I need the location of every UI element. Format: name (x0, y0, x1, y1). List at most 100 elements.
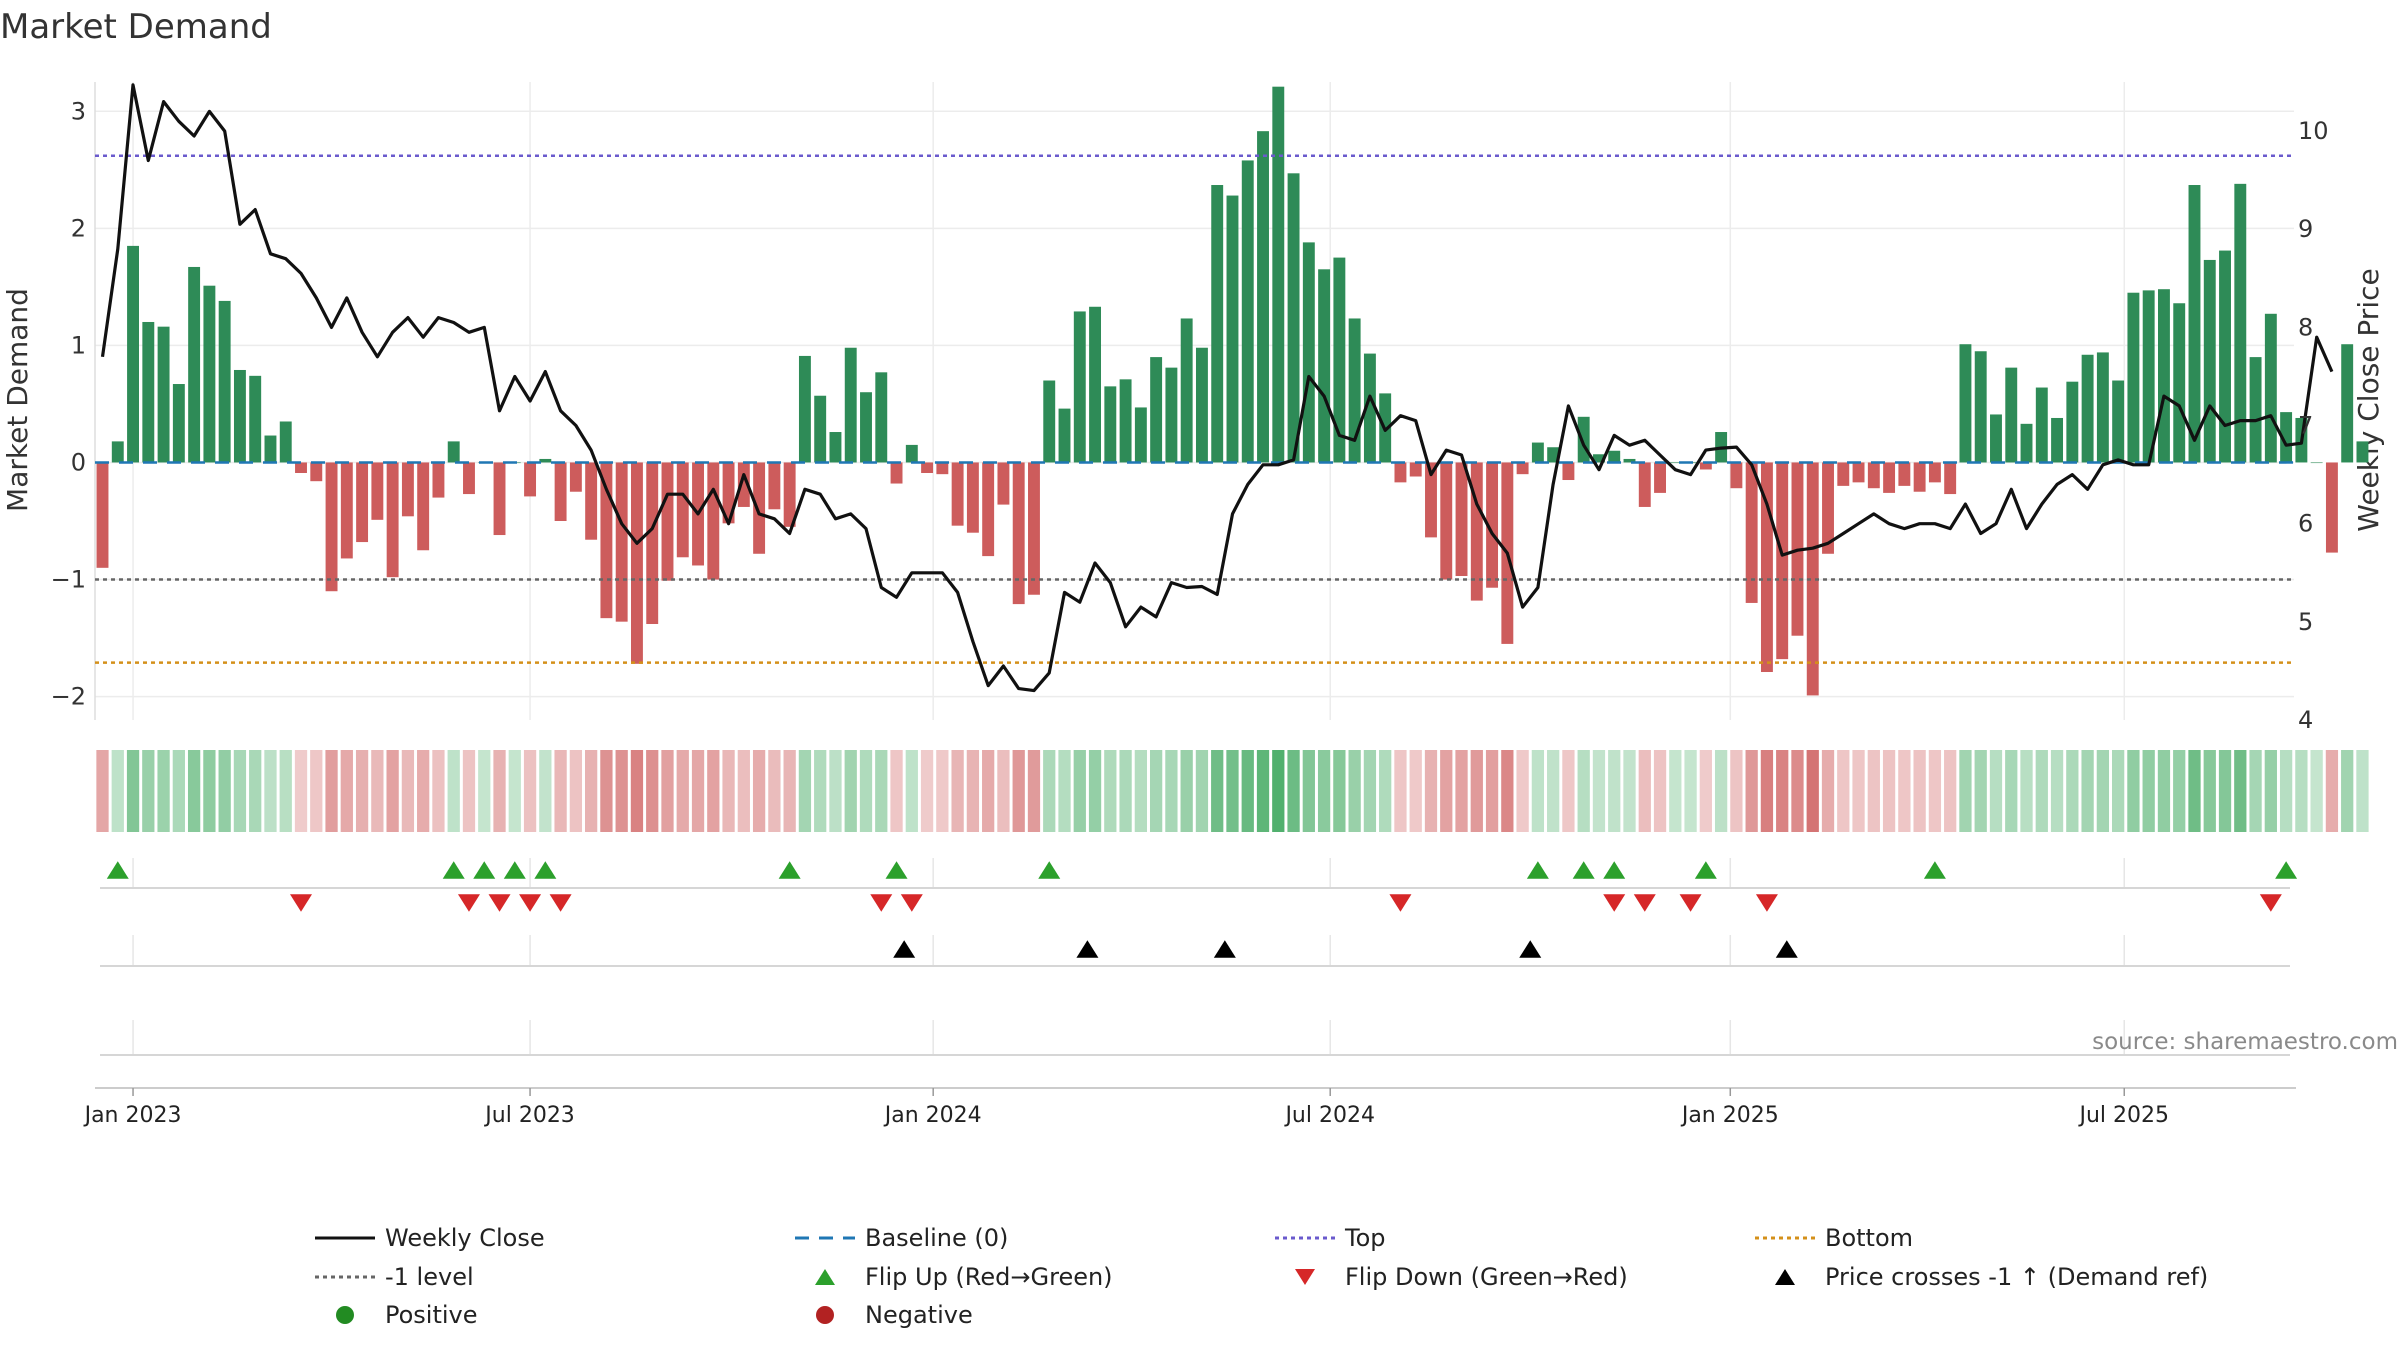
heat-cell (1027, 750, 1041, 832)
y-tick-left: 0 (71, 448, 86, 476)
demand-bar (2310, 462, 2323, 464)
heat-cell (203, 750, 216, 832)
flip-up-marker (2275, 861, 2298, 879)
demand-bar (1104, 386, 1117, 463)
heat-cell (1608, 750, 1621, 832)
heat-cell (1974, 750, 1987, 832)
demand-bar (966, 462, 979, 533)
heat-cell (1592, 750, 1606, 832)
heat-cell (844, 750, 857, 832)
heat-cell (157, 750, 170, 832)
heat-cell (493, 750, 506, 832)
flip-down-marker (488, 894, 511, 912)
heat-cell (1547, 750, 1560, 832)
demand-bar (2020, 423, 2033, 463)
demand-bar (386, 462, 399, 578)
demand-bar (2173, 303, 2186, 463)
demand-bar (463, 462, 475, 495)
demand-bar (295, 462, 307, 473)
demand-bar (1776, 462, 1789, 660)
flip-up-marker (473, 861, 496, 879)
demand-bar (2249, 357, 2262, 463)
demand-bar (1867, 462, 1880, 489)
heat-cell (600, 750, 613, 832)
demand-bar (447, 441, 460, 463)
demand-bar (1638, 462, 1651, 507)
weekly-close-line (100, 83, 2334, 693)
demand-bar (1257, 131, 1269, 463)
demand-bar (417, 462, 430, 551)
demand-bar (1669, 462, 1682, 464)
demand-bar (1806, 462, 1819, 696)
heat-cell (172, 750, 185, 832)
demand-bar (1577, 416, 1590, 463)
demand-bar (585, 462, 598, 540)
heat-cell (2203, 750, 2216, 832)
heat-cell (1959, 750, 1972, 832)
demand-bar (1745, 462, 1758, 603)
heat-cell (920, 750, 934, 832)
heat-cell (264, 750, 277, 832)
demand-bar (1623, 458, 1636, 463)
demand-bar (493, 462, 506, 536)
demand-bar (127, 245, 139, 463)
demand-bar (96, 462, 109, 568)
heat-cell (386, 750, 399, 832)
heat-cell (2325, 750, 2339, 832)
heat-cell (1317, 750, 1331, 832)
heat-cell (1272, 750, 1285, 832)
heat-cell (2066, 750, 2079, 832)
demand-bar (111, 441, 124, 463)
heat-cell (340, 750, 353, 832)
heat-cell (2050, 750, 2064, 832)
heat-cell (1867, 750, 1880, 832)
heat-cell (325, 750, 338, 832)
demand-bar (615, 462, 628, 622)
heat-cell (1485, 750, 1499, 832)
y-tick-right: 8 (2298, 313, 2313, 341)
demand-bar (1012, 462, 1025, 605)
demand-bar (524, 462, 537, 497)
heat-cell (554, 750, 567, 832)
flip-down-marker (1755, 894, 1778, 912)
legend-label: Baseline (0) (865, 1224, 1008, 1252)
demand-bar (1822, 462, 1834, 554)
heat-cell (447, 750, 460, 832)
heat-cell (1073, 750, 1086, 832)
y-tick-left: 1 (71, 331, 86, 359)
demand-bar (1470, 462, 1483, 601)
demand-bar (1165, 367, 1178, 463)
demand-bar (401, 462, 414, 517)
legend-swatch-price-cross (1775, 1269, 1795, 1285)
demand-bar (1272, 86, 1285, 463)
heat-cell (1898, 750, 1911, 832)
demand-bar (1363, 353, 1376, 463)
flip-down-marker (1389, 894, 1412, 912)
heat-cell (859, 750, 873, 832)
demand-bar (661, 462, 674, 581)
flip-down-marker (290, 894, 313, 912)
heat-cell (1226, 750, 1239, 832)
y-tick-right: 4 (2298, 706, 2313, 734)
demand-bar (1898, 462, 1911, 486)
heat-cell (2295, 750, 2308, 832)
demand-bar (1760, 462, 1773, 673)
demand-bar (1226, 195, 1239, 463)
demand-bar (1990, 414, 2002, 463)
demand-bar (600, 462, 613, 619)
heat-cell (111, 750, 124, 832)
heat-cell (1012, 750, 1025, 832)
legend-label: Price crosses -1 ↑ (Demand ref) (1825, 1263, 2208, 1291)
heat-cell (966, 750, 980, 832)
y-axis-label-left: Market Demand (1, 288, 34, 512)
demand-bar (325, 462, 338, 592)
heat-cell (2005, 750, 2018, 832)
demand-bar (1195, 347, 1208, 463)
heat-cell (1791, 750, 1804, 832)
demand-bar (890, 462, 903, 484)
heat-cell (1104, 750, 1117, 832)
flip-up-marker (106, 861, 129, 879)
flip-up-marker (1603, 861, 1626, 879)
legend-entry: Flip Up (Red→Green) (815, 1263, 1113, 1291)
